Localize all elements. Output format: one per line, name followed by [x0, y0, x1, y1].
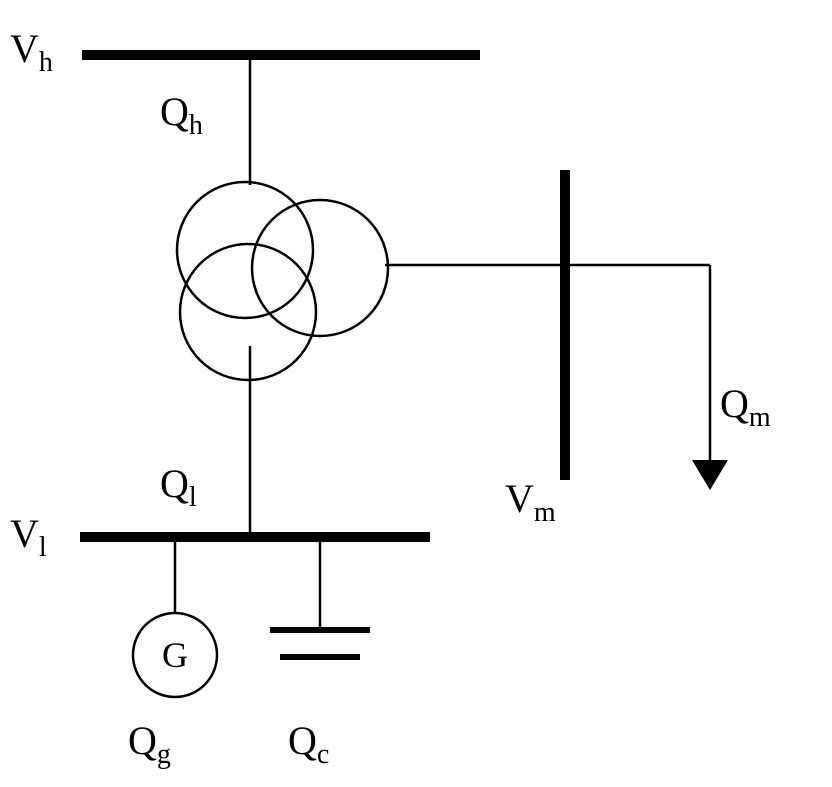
label-Vh: Vh	[10, 25, 53, 79]
label-Vm: Vm	[505, 475, 556, 529]
transformer-coil-2	[180, 244, 316, 380]
transformer-coil-3	[252, 200, 388, 336]
arrow-qm	[692, 460, 728, 490]
circuit-diagram: G	[0, 0, 832, 787]
generator-letter: G	[162, 635, 188, 675]
transformer-coil-1	[177, 182, 313, 318]
label-Qh: Qh	[160, 88, 203, 142]
label-Qg: Qg	[128, 717, 171, 771]
label-Qc: Qc	[288, 717, 329, 771]
label-Ql: Ql	[160, 460, 197, 514]
label-Vl: Vl	[10, 510, 47, 564]
label-Qm: Qm	[720, 380, 771, 434]
